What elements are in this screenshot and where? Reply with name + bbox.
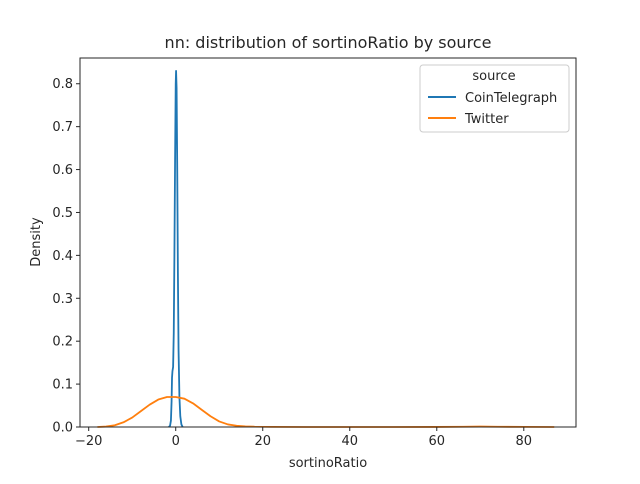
x-tick-label: 0: [172, 434, 180, 449]
y-tick-label: 0.0: [52, 421, 73, 436]
legend-box: [419, 64, 570, 133]
plot-frame: [79, 57, 577, 428]
legend-label-twitter: Twitter: [464, 112, 509, 127]
legend-title: source: [472, 69, 515, 84]
x-axis-label: sortinoRatio: [289, 456, 367, 471]
legend-label-cointelegraph: CoinTelegraph: [465, 91, 557, 106]
y-tick-label: 0.2: [52, 335, 73, 350]
x-tick-label: 80: [516, 434, 533, 449]
y-tick-label: 0.6: [52, 163, 73, 178]
y-tick-label: 0.4: [52, 249, 73, 264]
series-line-twitter: [97, 396, 555, 428]
y-tick-label: 0.7: [52, 120, 73, 135]
x-tick-label: 60: [428, 434, 445, 449]
y-tick-label: 0.8: [52, 77, 73, 92]
x-tick-label: −20: [75, 434, 102, 449]
x-axis: −20 0 20 40 60 80: [75, 427, 532, 449]
y-tick-label: 0.5: [52, 206, 73, 221]
chart-title: nn: distribution of sortinoRatio by sour…: [165, 33, 492, 52]
y-tick-label: 0.3: [52, 292, 73, 307]
y-axis-label: Density: [29, 217, 44, 267]
y-axis: 0.0 0.1 0.2 0.3 0.4 0.5 0.6 0.7 0.8: [52, 77, 80, 436]
series-line-cointelegraph: [168, 69, 184, 428]
x-tick-label: 40: [341, 434, 358, 449]
x-tick-label: 20: [254, 434, 271, 449]
legend: source CoinTelegraph Twitter: [419, 64, 570, 133]
y-tick-label: 0.1: [52, 378, 73, 393]
